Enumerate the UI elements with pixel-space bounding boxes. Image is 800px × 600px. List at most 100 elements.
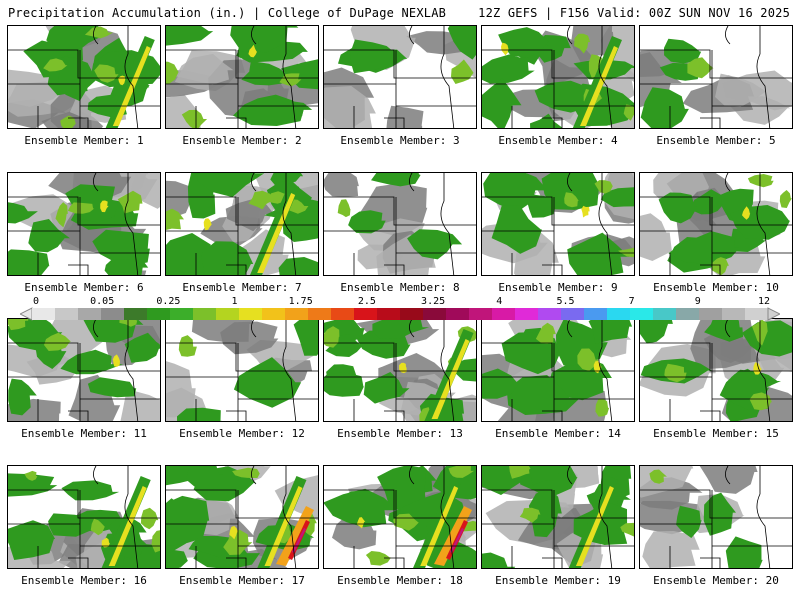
precip-trace-area xyxy=(699,466,758,494)
precip-light-area xyxy=(482,54,535,84)
state-border xyxy=(166,342,318,372)
ensemble-member-label: Ensemble Member: 15 xyxy=(653,427,779,440)
colorbar-tick-label: 4 xyxy=(496,296,503,307)
colorbar-swatch xyxy=(423,308,447,320)
precip-heavy-area xyxy=(581,205,590,218)
precip-map xyxy=(166,26,318,128)
ensemble-member-panel xyxy=(323,25,477,129)
ensemble-member-panel xyxy=(323,318,477,422)
state-border xyxy=(324,49,476,79)
colorbar-swatch xyxy=(377,308,401,320)
state-border xyxy=(93,26,99,45)
precip-moderate-area xyxy=(232,467,260,478)
colorbar-swatch xyxy=(469,308,493,320)
ensemble-member-label: Ensemble Member: 10 xyxy=(653,281,779,294)
colorbar-swatch xyxy=(308,308,332,320)
state-border xyxy=(124,173,139,275)
state-border xyxy=(542,557,563,568)
precip-moderate-area xyxy=(595,398,610,417)
state-border xyxy=(542,117,563,128)
precip-light-area xyxy=(534,80,598,113)
precip-map xyxy=(8,173,160,275)
state-border xyxy=(700,410,721,421)
colorbar-tick-label: 0.25 xyxy=(156,296,181,307)
precip-light-area xyxy=(600,187,634,207)
precip-trace-area xyxy=(324,86,376,128)
precip-moderate-area xyxy=(337,199,351,218)
state-border xyxy=(700,557,721,568)
state-border xyxy=(68,410,89,421)
precip-trace-area xyxy=(324,173,359,197)
precip-heavy-area xyxy=(501,42,509,56)
precip-light-area xyxy=(233,94,306,126)
precip-light-area xyxy=(104,259,149,275)
precip-light-area xyxy=(506,375,581,415)
state-border xyxy=(324,489,476,519)
precip-light-area xyxy=(348,210,386,234)
precip-trace-area xyxy=(640,213,672,261)
ensemble-member-label: Ensemble Member: 1 xyxy=(24,134,144,147)
state-border xyxy=(124,26,139,128)
state-border xyxy=(282,26,297,128)
state-border xyxy=(482,342,634,372)
precip-light-area xyxy=(483,173,548,212)
ensemble-member-panel xyxy=(7,465,161,569)
ensemble-member-panel xyxy=(323,172,477,276)
state-border xyxy=(700,117,721,128)
precip-light-area xyxy=(166,26,214,46)
ensemble-member-panel xyxy=(7,25,161,129)
precip-map xyxy=(8,319,160,421)
precip-moderate-area xyxy=(43,58,68,72)
precip-light-area xyxy=(28,219,70,253)
state-border xyxy=(68,117,89,128)
precip-light-area xyxy=(281,59,318,90)
precip-moderate-area xyxy=(119,319,138,327)
precip-heavy-area xyxy=(742,206,751,220)
precip-heavy-area xyxy=(112,354,120,367)
precip-light-area xyxy=(482,368,519,399)
colorbar-swatch xyxy=(561,308,585,320)
state-border xyxy=(640,489,792,519)
ensemble-member-panel xyxy=(481,318,635,422)
state-border xyxy=(226,264,247,275)
ensemble-member-label: Ensemble Member: 18 xyxy=(337,574,463,587)
colorbar-swatch xyxy=(400,308,424,320)
colorbar-swatch xyxy=(32,308,56,320)
colorbar-swatch xyxy=(745,308,769,320)
state-border xyxy=(166,489,318,519)
precip-moderate-area xyxy=(687,57,714,79)
precip-moderate-area xyxy=(248,190,273,210)
state-border xyxy=(542,264,563,275)
colorbar-swatch xyxy=(653,308,677,320)
state-border xyxy=(542,410,563,421)
state-border xyxy=(598,466,613,568)
precip-trace-area xyxy=(642,531,700,568)
precip-trace-area xyxy=(68,374,121,421)
colorbar-swatch xyxy=(124,308,148,320)
colorbar-swatch xyxy=(193,308,217,320)
precip-moderate-area xyxy=(747,174,774,188)
precip-very-heavy-area xyxy=(276,506,314,566)
precip-moderate-area xyxy=(779,190,792,208)
precip-light-area xyxy=(482,552,516,568)
state-border xyxy=(8,342,160,372)
precip-light-area xyxy=(233,357,302,408)
precip-trace-area xyxy=(129,173,160,209)
precip-light-area xyxy=(350,39,400,74)
ensemble-member-label: Ensemble Member: 8 xyxy=(340,281,460,294)
state-border xyxy=(282,466,297,568)
precip-light-area xyxy=(377,466,427,513)
state-border xyxy=(324,196,476,226)
precip-light-area xyxy=(363,372,410,404)
colorbar-tick-label: 7 xyxy=(628,296,635,307)
state-border xyxy=(226,410,247,421)
colorbar-swatch xyxy=(216,308,240,320)
state-border xyxy=(640,342,792,372)
state-border xyxy=(68,264,89,275)
precip-moderate-area xyxy=(448,466,474,478)
precip-light-area xyxy=(8,520,56,560)
precip-trace-area xyxy=(175,53,234,85)
precip-light-area xyxy=(324,371,364,397)
precip-moderate-area xyxy=(618,247,634,258)
precip-heavy-area xyxy=(356,517,366,529)
